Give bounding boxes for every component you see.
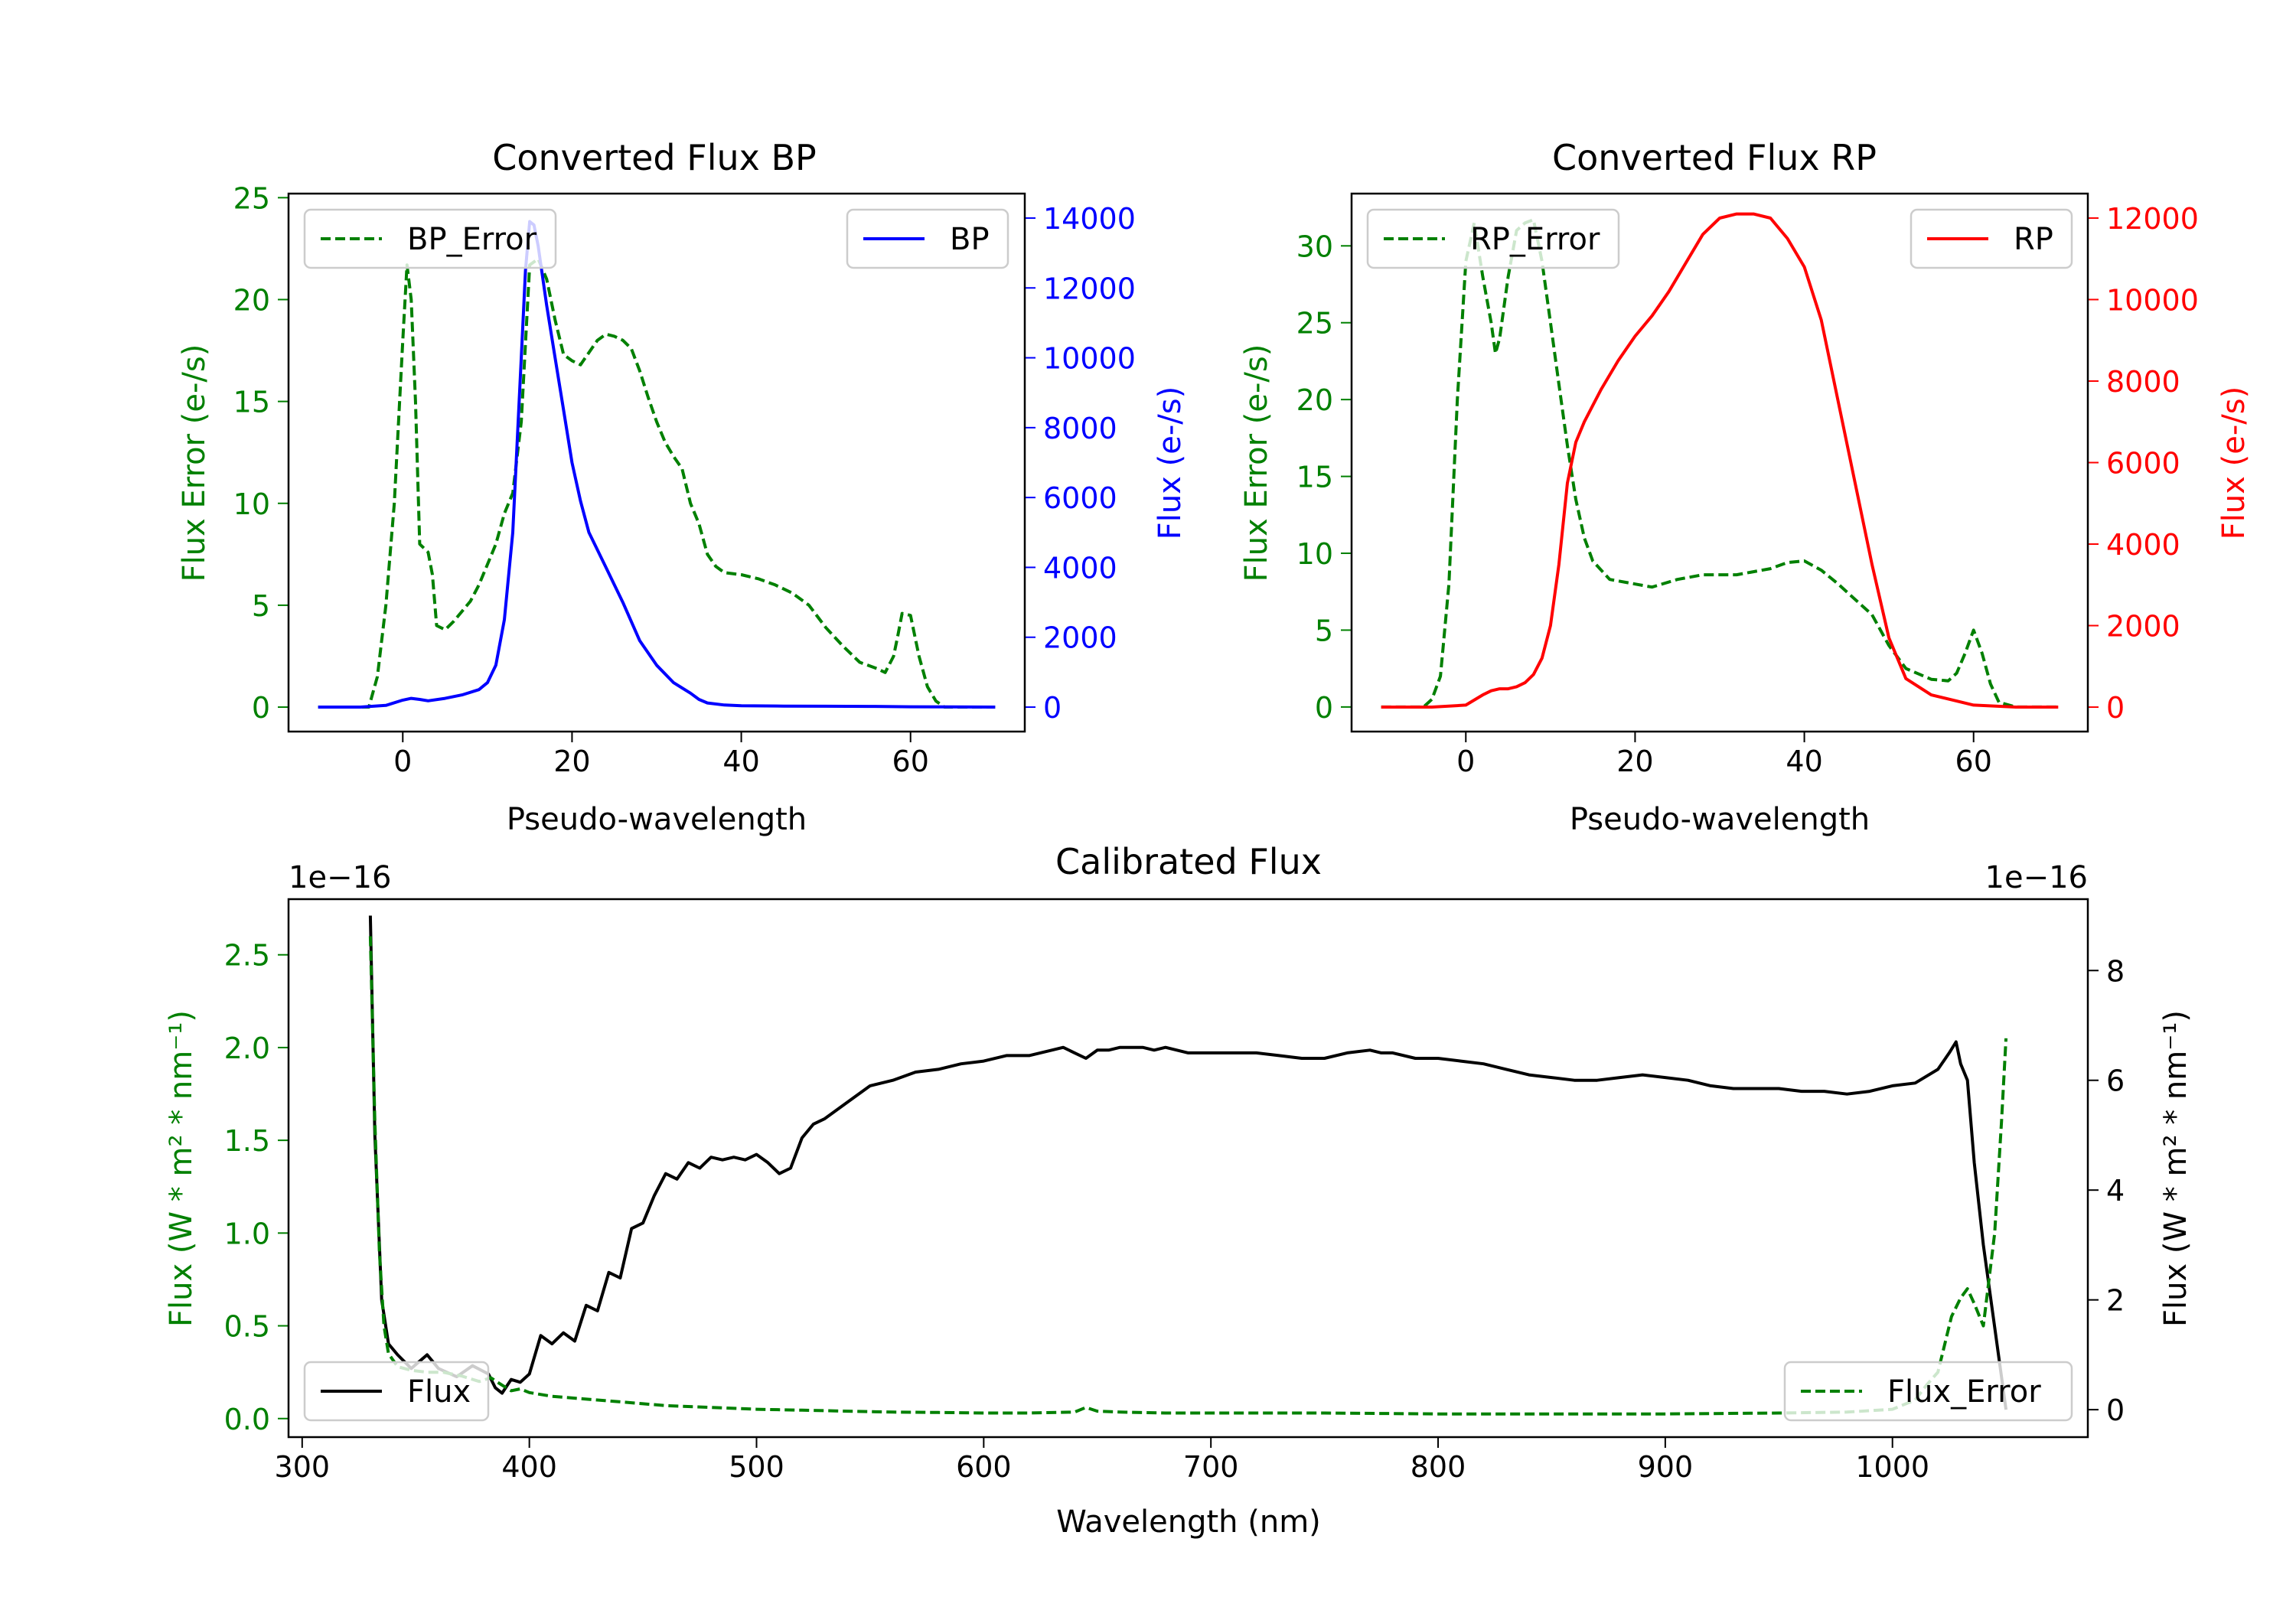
- series-rp-error-line: [1381, 218, 2059, 709]
- left-tick-label: 10: [233, 487, 270, 521]
- chart-converted-flux-bp: Converted Flux BP 0510152025020004000600…: [177, 137, 1188, 837]
- left-tick-label: 25: [233, 181, 270, 215]
- left-tick-label: 1.0: [224, 1217, 270, 1250]
- left-tick-label: 0.0: [224, 1403, 270, 1436]
- x-tick-label: 700: [1183, 1450, 1239, 1484]
- legend-label: Flux: [407, 1374, 471, 1410]
- left-tick-label: 15: [1296, 461, 1333, 494]
- right-tick-label: 12000: [1043, 272, 1136, 305]
- axes-frame: [287, 898, 2089, 1439]
- x-tick-label: 20: [553, 745, 590, 778]
- left-tick-label: 20: [1296, 383, 1333, 417]
- x-axis-label: Pseudo-wavelength: [507, 802, 807, 837]
- right-tick-label: 0: [1043, 691, 1062, 725]
- left-tick-label: 1.5: [224, 1124, 270, 1158]
- x-tick-label: 20: [1616, 745, 1653, 778]
- left-axis-label: Flux (W * m² * nm⁻¹): [164, 1010, 199, 1327]
- axes-frame: [1350, 192, 2089, 733]
- x-tick-label: 0: [393, 745, 412, 778]
- series-flux-line: [368, 915, 2008, 1410]
- x-tick-label: 40: [722, 745, 759, 778]
- series-rp-line: [1381, 212, 2059, 709]
- right-tick-label: 4: [2106, 1174, 2125, 1208]
- legend-flux: Flux: [303, 1361, 490, 1422]
- right-tick-label: 2000: [1043, 621, 1117, 655]
- legend-bp: BP: [846, 208, 1009, 269]
- left-scale-label: 1e−16: [289, 860, 391, 895]
- x-tick-label: 800: [1411, 1450, 1466, 1484]
- chart-calibrated-flux: Calibrated Flux 1e−16 1e−16 0.0 0.5 1.0 1.5…: [164, 841, 2193, 1540]
- chart-converted-flux-rp: Converted Flux RP 0 5 10 15 20 25 30 0 2000 4000 6…: [1239, 137, 2252, 837]
- left-tick-label: 5: [252, 589, 270, 623]
- right-tick-label: 8000: [2106, 365, 2180, 399]
- right-tick-label: 2000: [2106, 610, 2180, 644]
- left-axis-label: Flux Error (e-/s): [1239, 344, 1274, 582]
- left-axis-label: Flux Error (e-/s): [177, 344, 212, 582]
- right-axis-label: Flux (W * m² * nm⁻¹): [2158, 1010, 2193, 1327]
- x-tick-label: 900: [1638, 1450, 1694, 1484]
- legend-rp: RP: [1910, 208, 2073, 269]
- left-tick-label: 25: [1296, 307, 1333, 341]
- left-tick-label: 0.5: [224, 1310, 270, 1344]
- right-tick-label: 4000: [2106, 528, 2180, 562]
- right-tick-label: 6: [2106, 1064, 2125, 1098]
- left-tick-label: 2.5: [224, 939, 270, 973]
- chart-title: Converted Flux BP: [492, 137, 817, 178]
- x-tick-label: 60: [892, 745, 929, 778]
- right-axis-label: Flux (e-/s): [1153, 386, 1188, 539]
- right-tick-label: 8: [2106, 954, 2125, 988]
- series-bp-error-line: [318, 257, 996, 709]
- right-tick-label: 14000: [1043, 202, 1136, 236]
- right-tick-label: 0: [2106, 1393, 2125, 1427]
- legend-label: RP: [2014, 222, 2053, 257]
- left-tick-label: 10: [1296, 537, 1333, 571]
- legend-flux-error: Flux_Error: [1783, 1361, 2073, 1422]
- x-tick-label: 0: [1456, 745, 1475, 778]
- left-tick-label: 0: [252, 691, 270, 725]
- legend-label: Flux_Error: [1887, 1374, 2041, 1410]
- right-tick-label: 0: [2106, 691, 2125, 725]
- right-tick-label: 2: [2106, 1284, 2125, 1318]
- legend-label: BP_Error: [407, 222, 537, 257]
- x-tick-label: 500: [729, 1450, 784, 1484]
- x-tick-label: 40: [1786, 745, 1822, 778]
- x-tick-label: 60: [1955, 745, 1992, 778]
- legend-label: RP_Error: [1470, 222, 1600, 257]
- series-bp-line: [318, 220, 996, 709]
- x-tick-label: 400: [501, 1450, 557, 1484]
- left-tick-label: 0: [1315, 691, 1333, 725]
- chart-title: Calibrated Flux: [1055, 841, 1322, 882]
- left-tick-label: 2.0: [224, 1032, 270, 1065]
- x-axis-label: Pseudo-wavelength: [1570, 802, 1870, 837]
- x-axis-label: Wavelength (nm): [1056, 1504, 1321, 1540]
- axes-frame: [287, 192, 1026, 733]
- right-tick-label: 6000: [2106, 447, 2180, 481]
- x-tick-label: 600: [956, 1450, 1012, 1484]
- left-tick-label: 5: [1315, 614, 1333, 647]
- right-tick-label: 10000: [1043, 342, 1136, 376]
- legend-label: BP: [950, 222, 990, 257]
- right-scale-label: 1e−16: [1985, 860, 2088, 895]
- legend-rp-error: RP_Error: [1366, 208, 1620, 269]
- x-tick-label: 300: [275, 1450, 331, 1484]
- right-tick-label: 4000: [1043, 551, 1117, 585]
- left-tick-label: 30: [1296, 230, 1333, 263]
- right-tick-label: 8000: [1043, 412, 1117, 445]
- right-axis-label: Flux (e-/s): [2216, 386, 2252, 539]
- legend-bp-error: BP_Error: [303, 208, 557, 269]
- right-tick-label: 10000: [2106, 283, 2199, 317]
- x-tick-label: 1000: [1855, 1450, 1929, 1484]
- left-tick-label: 20: [233, 283, 270, 317]
- right-tick-label: 6000: [1043, 481, 1117, 515]
- chart-title: Converted Flux RP: [1552, 137, 1877, 178]
- right-tick-label: 12000: [2106, 202, 2199, 236]
- left-tick-label: 15: [233, 386, 270, 419]
